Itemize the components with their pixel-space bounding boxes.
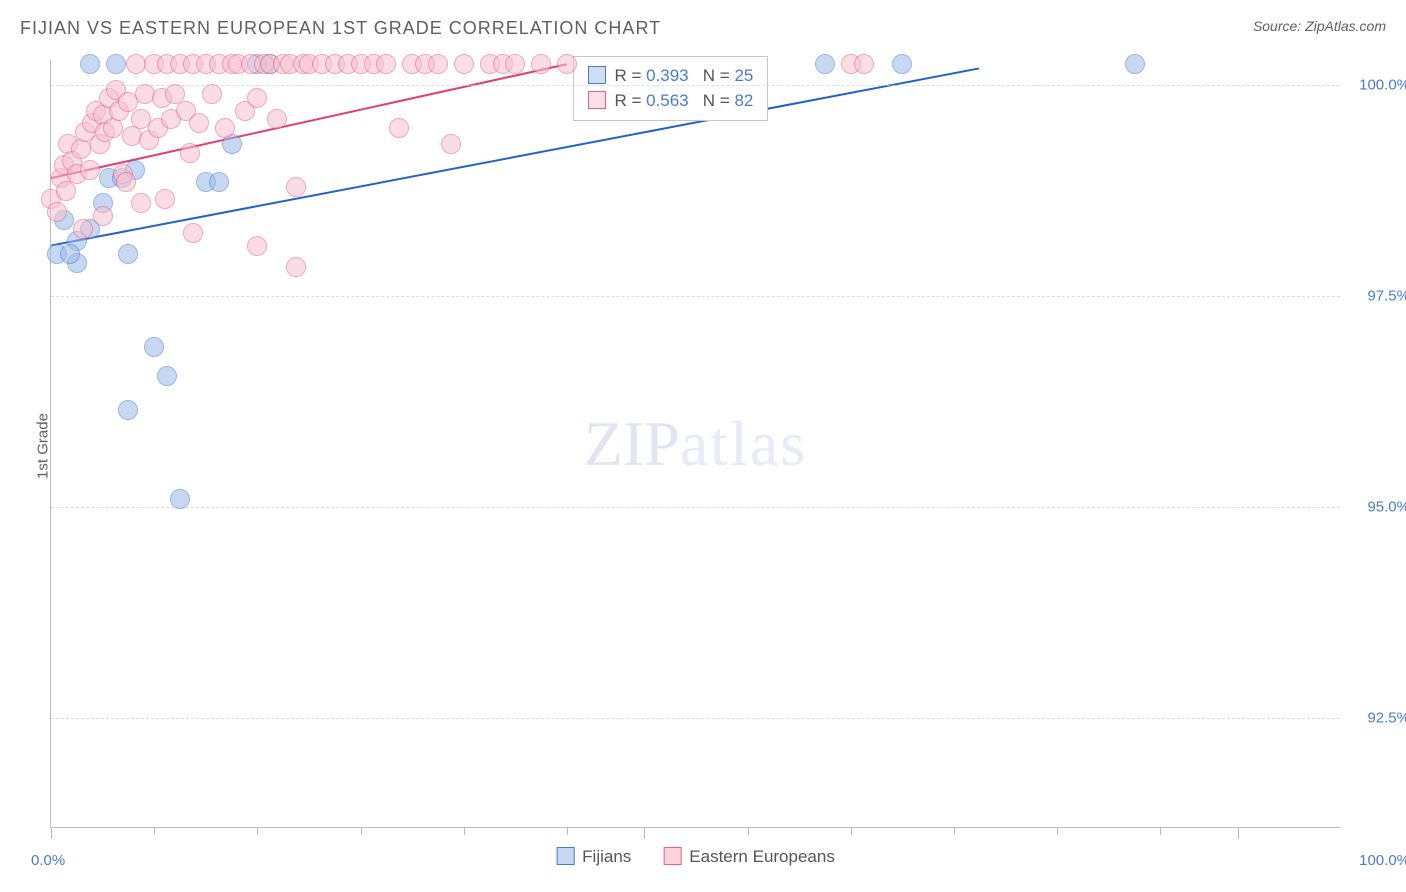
scatter-point-eastern_europeans: [286, 177, 306, 197]
legend-label: Fijians: [582, 847, 631, 866]
scatter-point-eastern_europeans: [56, 181, 76, 201]
x-tick-minor: [851, 827, 852, 835]
gridline: [51, 718, 1340, 719]
scatter-point-fijians: [144, 337, 164, 357]
x-tick-major: [51, 827, 52, 839]
legend-item: Fijians: [556, 847, 631, 866]
y-tick-label: 95.0%: [1350, 499, 1406, 516]
scatter-point-eastern_europeans: [183, 223, 203, 243]
scatter-point-eastern_europeans: [126, 54, 146, 74]
scatter-point-eastern_europeans: [155, 189, 175, 209]
y-tick-label: 100.0%: [1350, 77, 1406, 94]
scatter-point-eastern_europeans: [247, 236, 267, 256]
scatter-point-eastern_europeans: [131, 193, 151, 213]
n-value: 82: [734, 91, 753, 110]
x-tick-major: [644, 827, 645, 839]
scatter-point-eastern_europeans: [454, 54, 474, 74]
scatter-point-eastern_europeans: [47, 202, 67, 222]
scatter-point-eastern_europeans: [389, 118, 409, 138]
scatter-point-fijians: [170, 489, 190, 509]
x-tick-minor: [567, 827, 568, 835]
x-tick-major: [1238, 827, 1239, 839]
scatter-point-eastern_europeans: [189, 113, 209, 133]
scatter-point-eastern_europeans: [441, 134, 461, 154]
scatter-point-eastern_europeans: [73, 219, 93, 239]
correlation-stats-box: R = 0.393 N = 25R = 0.563 N = 82: [573, 56, 768, 121]
scatter-point-eastern_europeans: [854, 54, 874, 74]
x-tick-minor: [954, 827, 955, 835]
scatter-point-eastern_europeans: [180, 143, 200, 163]
scatter-point-eastern_europeans: [116, 172, 136, 192]
scatter-point-eastern_europeans: [286, 257, 306, 277]
trend-lines: [51, 60, 1340, 827]
scatter-point-eastern_europeans: [93, 206, 113, 226]
x-axis-min-label: 0.0%: [31, 852, 65, 869]
x-tick-minor: [1057, 827, 1058, 835]
scatter-point-fijians: [157, 366, 177, 386]
scatter-point-fijians: [106, 54, 126, 74]
x-tick-minor: [748, 827, 749, 835]
scatter-point-fijians: [118, 400, 138, 420]
scatter-point-eastern_europeans: [80, 160, 100, 180]
scatter-point-fijians: [892, 54, 912, 74]
stats-row-eastern_europeans: R = 0.563 N = 82: [588, 88, 753, 114]
r-value: 0.563: [646, 91, 689, 110]
stats-swatch: [588, 91, 606, 109]
scatter-point-fijians: [1125, 54, 1145, 74]
r-value: 0.393: [646, 66, 689, 85]
legend: Fijians Eastern Europeans: [540, 847, 851, 867]
legend-item: Eastern Europeans: [663, 847, 835, 866]
scatter-point-eastern_europeans: [557, 54, 577, 74]
scatter-point-fijians: [815, 54, 835, 74]
scatter-point-eastern_europeans: [428, 54, 448, 74]
scatter-point-eastern_europeans: [505, 54, 525, 74]
gridline: [51, 85, 1340, 86]
legend-swatch: [663, 847, 681, 865]
y-tick-label: 92.5%: [1350, 710, 1406, 727]
x-tick-minor: [154, 827, 155, 835]
y-tick-label: 97.5%: [1350, 288, 1406, 305]
scatter-point-eastern_europeans: [531, 54, 551, 74]
scatter-point-eastern_europeans: [247, 88, 267, 108]
x-axis-max-label: 100.0%: [1359, 852, 1406, 869]
scatter-point-eastern_europeans: [215, 118, 235, 138]
source-label: Source: ZipAtlas.com: [1253, 18, 1386, 34]
x-tick-minor: [257, 827, 258, 835]
gridline: [51, 507, 1340, 508]
n-value: 25: [734, 66, 753, 85]
x-tick-minor: [361, 827, 362, 835]
x-tick-minor: [1160, 827, 1161, 835]
plot-area: ZIPatlas R = 0.393 N = 25R = 0.563 N = 8…: [50, 60, 1340, 828]
scatter-point-eastern_europeans: [267, 109, 287, 129]
scatter-point-eastern_europeans: [71, 139, 91, 159]
scatter-point-eastern_europeans: [376, 54, 396, 74]
legend-swatch: [556, 847, 574, 865]
scatter-point-fijians: [80, 54, 100, 74]
chart-title: FIJIAN VS EASTERN EUROPEAN 1ST GRADE COR…: [20, 18, 661, 38]
y-axis-label: 1st Grade: [34, 413, 51, 479]
legend-label: Eastern Europeans: [689, 847, 835, 866]
scatter-point-fijians: [118, 244, 138, 264]
x-tick-minor: [464, 827, 465, 835]
stats-swatch: [588, 66, 606, 84]
scatter-point-eastern_europeans: [202, 84, 222, 104]
gridline: [51, 296, 1340, 297]
scatter-point-fijians: [60, 244, 80, 264]
scatter-point-fijians: [209, 172, 229, 192]
watermark: ZIPatlas: [584, 407, 807, 481]
